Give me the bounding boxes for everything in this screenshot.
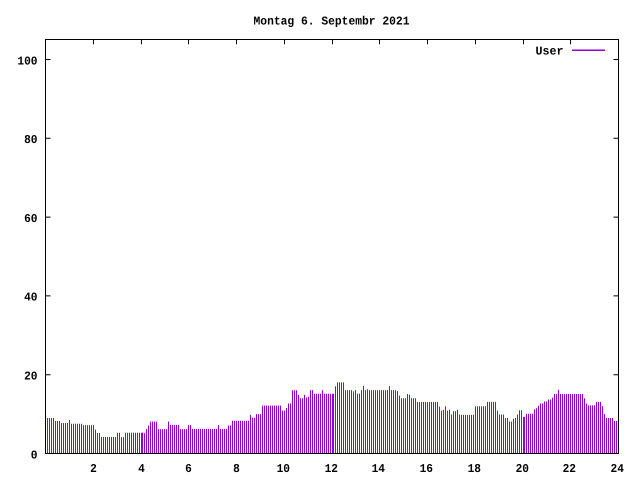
svg-text:22: 22 (563, 462, 576, 476)
svg-text:18: 18 (468, 462, 481, 476)
svg-text:100: 100 (17, 54, 37, 68)
svg-text:10: 10 (277, 462, 290, 476)
svg-text:80: 80 (24, 133, 37, 147)
svg-text:40: 40 (24, 291, 37, 305)
svg-text:2: 2 (90, 462, 97, 476)
svg-text:20: 20 (516, 462, 529, 476)
svg-text:14: 14 (372, 462, 385, 476)
svg-text:12: 12 (325, 462, 338, 476)
svg-text:24: 24 (611, 462, 624, 476)
svg-text:16: 16 (420, 462, 433, 476)
svg-text:User: User (536, 45, 564, 59)
svg-text:6: 6 (185, 462, 192, 476)
svg-text:20: 20 (24, 370, 37, 384)
svg-text:0: 0 (31, 448, 38, 462)
svg-text:60: 60 (24, 212, 37, 226)
svg-text:8: 8 (233, 462, 240, 476)
svg-text:Montag 6. Septembr 2021: Montag 6. Septembr 2021 (254, 15, 410, 29)
svg-text:4: 4 (138, 462, 145, 476)
